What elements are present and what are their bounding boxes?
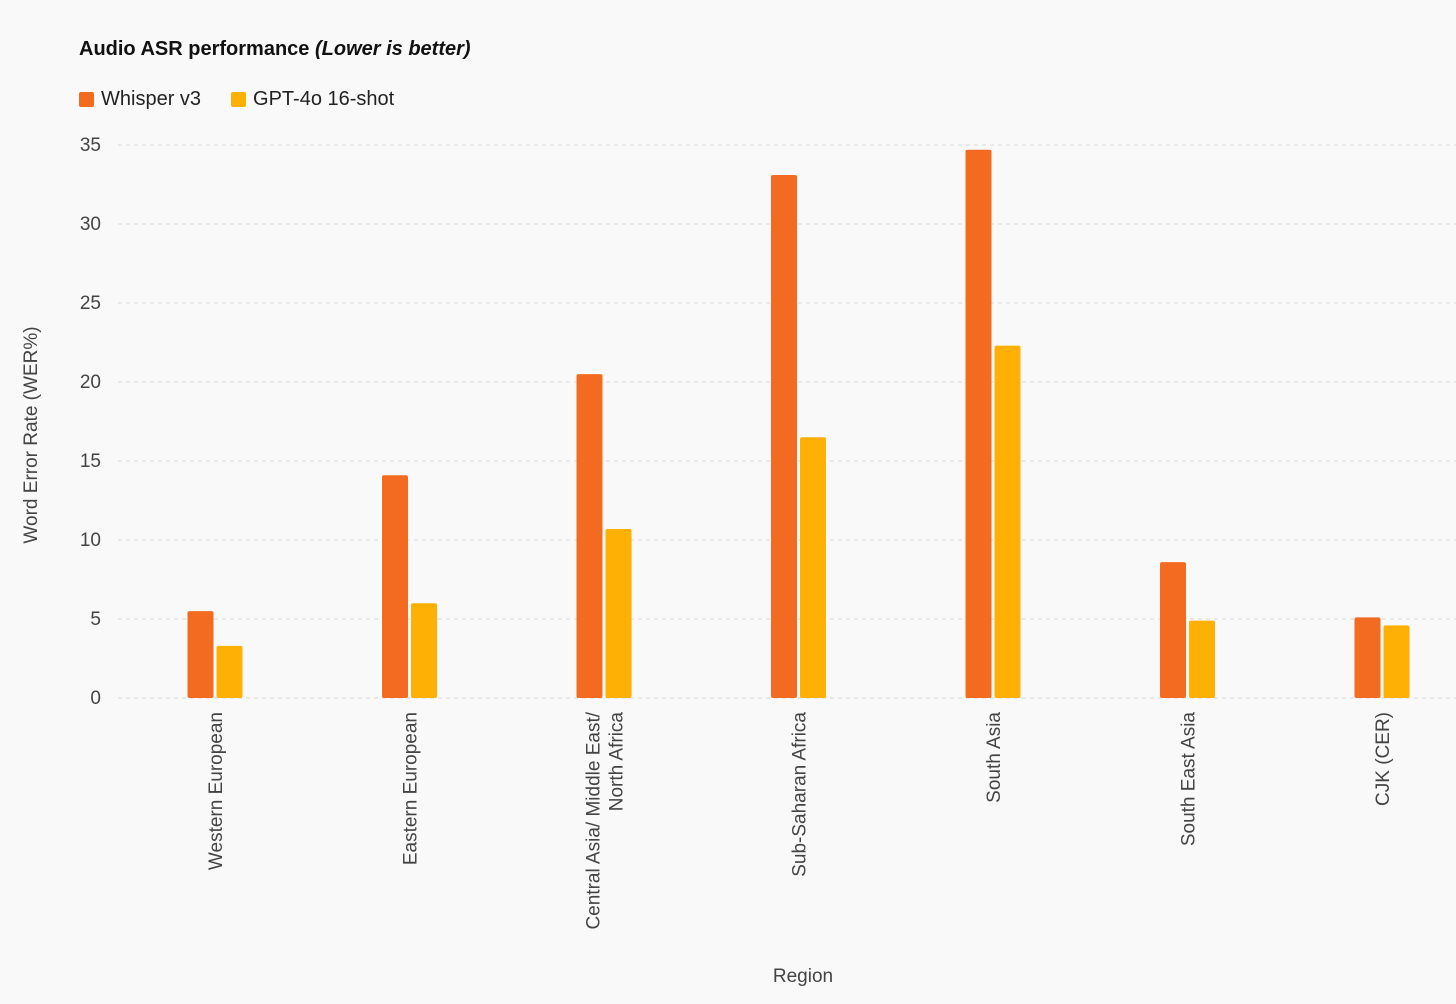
bar-whisper [1354, 617, 1381, 698]
chart-subtitle: (Lower is better) [314, 38, 471, 60]
y-tick-label: 10 [80, 530, 101, 551]
bar-whisper [382, 475, 408, 698]
x-axis-title: Region [773, 966, 833, 987]
y-tick-label: 20 [80, 372, 101, 393]
x-category-label: South East Asia [1179, 712, 1200, 847]
bar-whisper [187, 611, 214, 698]
x-category-label: North Africa [607, 712, 628, 812]
legend-label-gpt4o: GPT-4o 16-shot [253, 88, 395, 110]
bar-gpt4o [216, 645, 243, 698]
bar-gpt4o [1189, 620, 1215, 698]
chart-title: Audio ASR performance (Lower is better) [79, 38, 471, 61]
legend: Whisper v3 GPT-4o 16-shot [79, 88, 424, 111]
x-category-label: CJK (CER) [1373, 712, 1394, 806]
x-category-label: Western European [206, 712, 227, 870]
bar-gpt4o [800, 437, 826, 698]
bar-gpt4o [605, 528, 632, 698]
bar-gpt4o [411, 603, 437, 698]
y-tick-label: 35 [80, 135, 101, 156]
y-tick-label: 25 [80, 293, 101, 314]
bar-whisper [576, 374, 603, 698]
y-tick-label: 15 [80, 451, 101, 472]
x-category-label: South Asia [984, 712, 1005, 803]
y-tick-label: 0 [90, 688, 101, 709]
y-axis-title: Word Error Rate (WER%) [21, 326, 42, 543]
bar-gpt4o [994, 345, 1021, 698]
legend-item-whisper[interactable]: Whisper v3 [79, 88, 201, 111]
legend-swatch-whisper [79, 92, 94, 107]
bar-gpt4o [1383, 625, 1410, 698]
legend-swatch-gpt4o [231, 92, 247, 107]
x-category-label: Central Asia/ Middle East/ [584, 711, 605, 929]
bar-whisper [771, 175, 797, 698]
legend-item-gpt4o[interactable]: GPT-4o 16-shot [231, 88, 394, 111]
y-tick-label: 5 [90, 609, 101, 630]
x-category-label: Eastern European [401, 712, 422, 865]
x-category-label: Sub-Saharan Africa [790, 712, 811, 877]
bar-whisper [965, 149, 992, 699]
y-tick-label: 30 [80, 214, 101, 235]
chart-title-text: Audio ASR performance [79, 38, 310, 60]
legend-label-whisper: Whisper v3 [101, 88, 202, 110]
bar-whisper [1160, 562, 1186, 698]
